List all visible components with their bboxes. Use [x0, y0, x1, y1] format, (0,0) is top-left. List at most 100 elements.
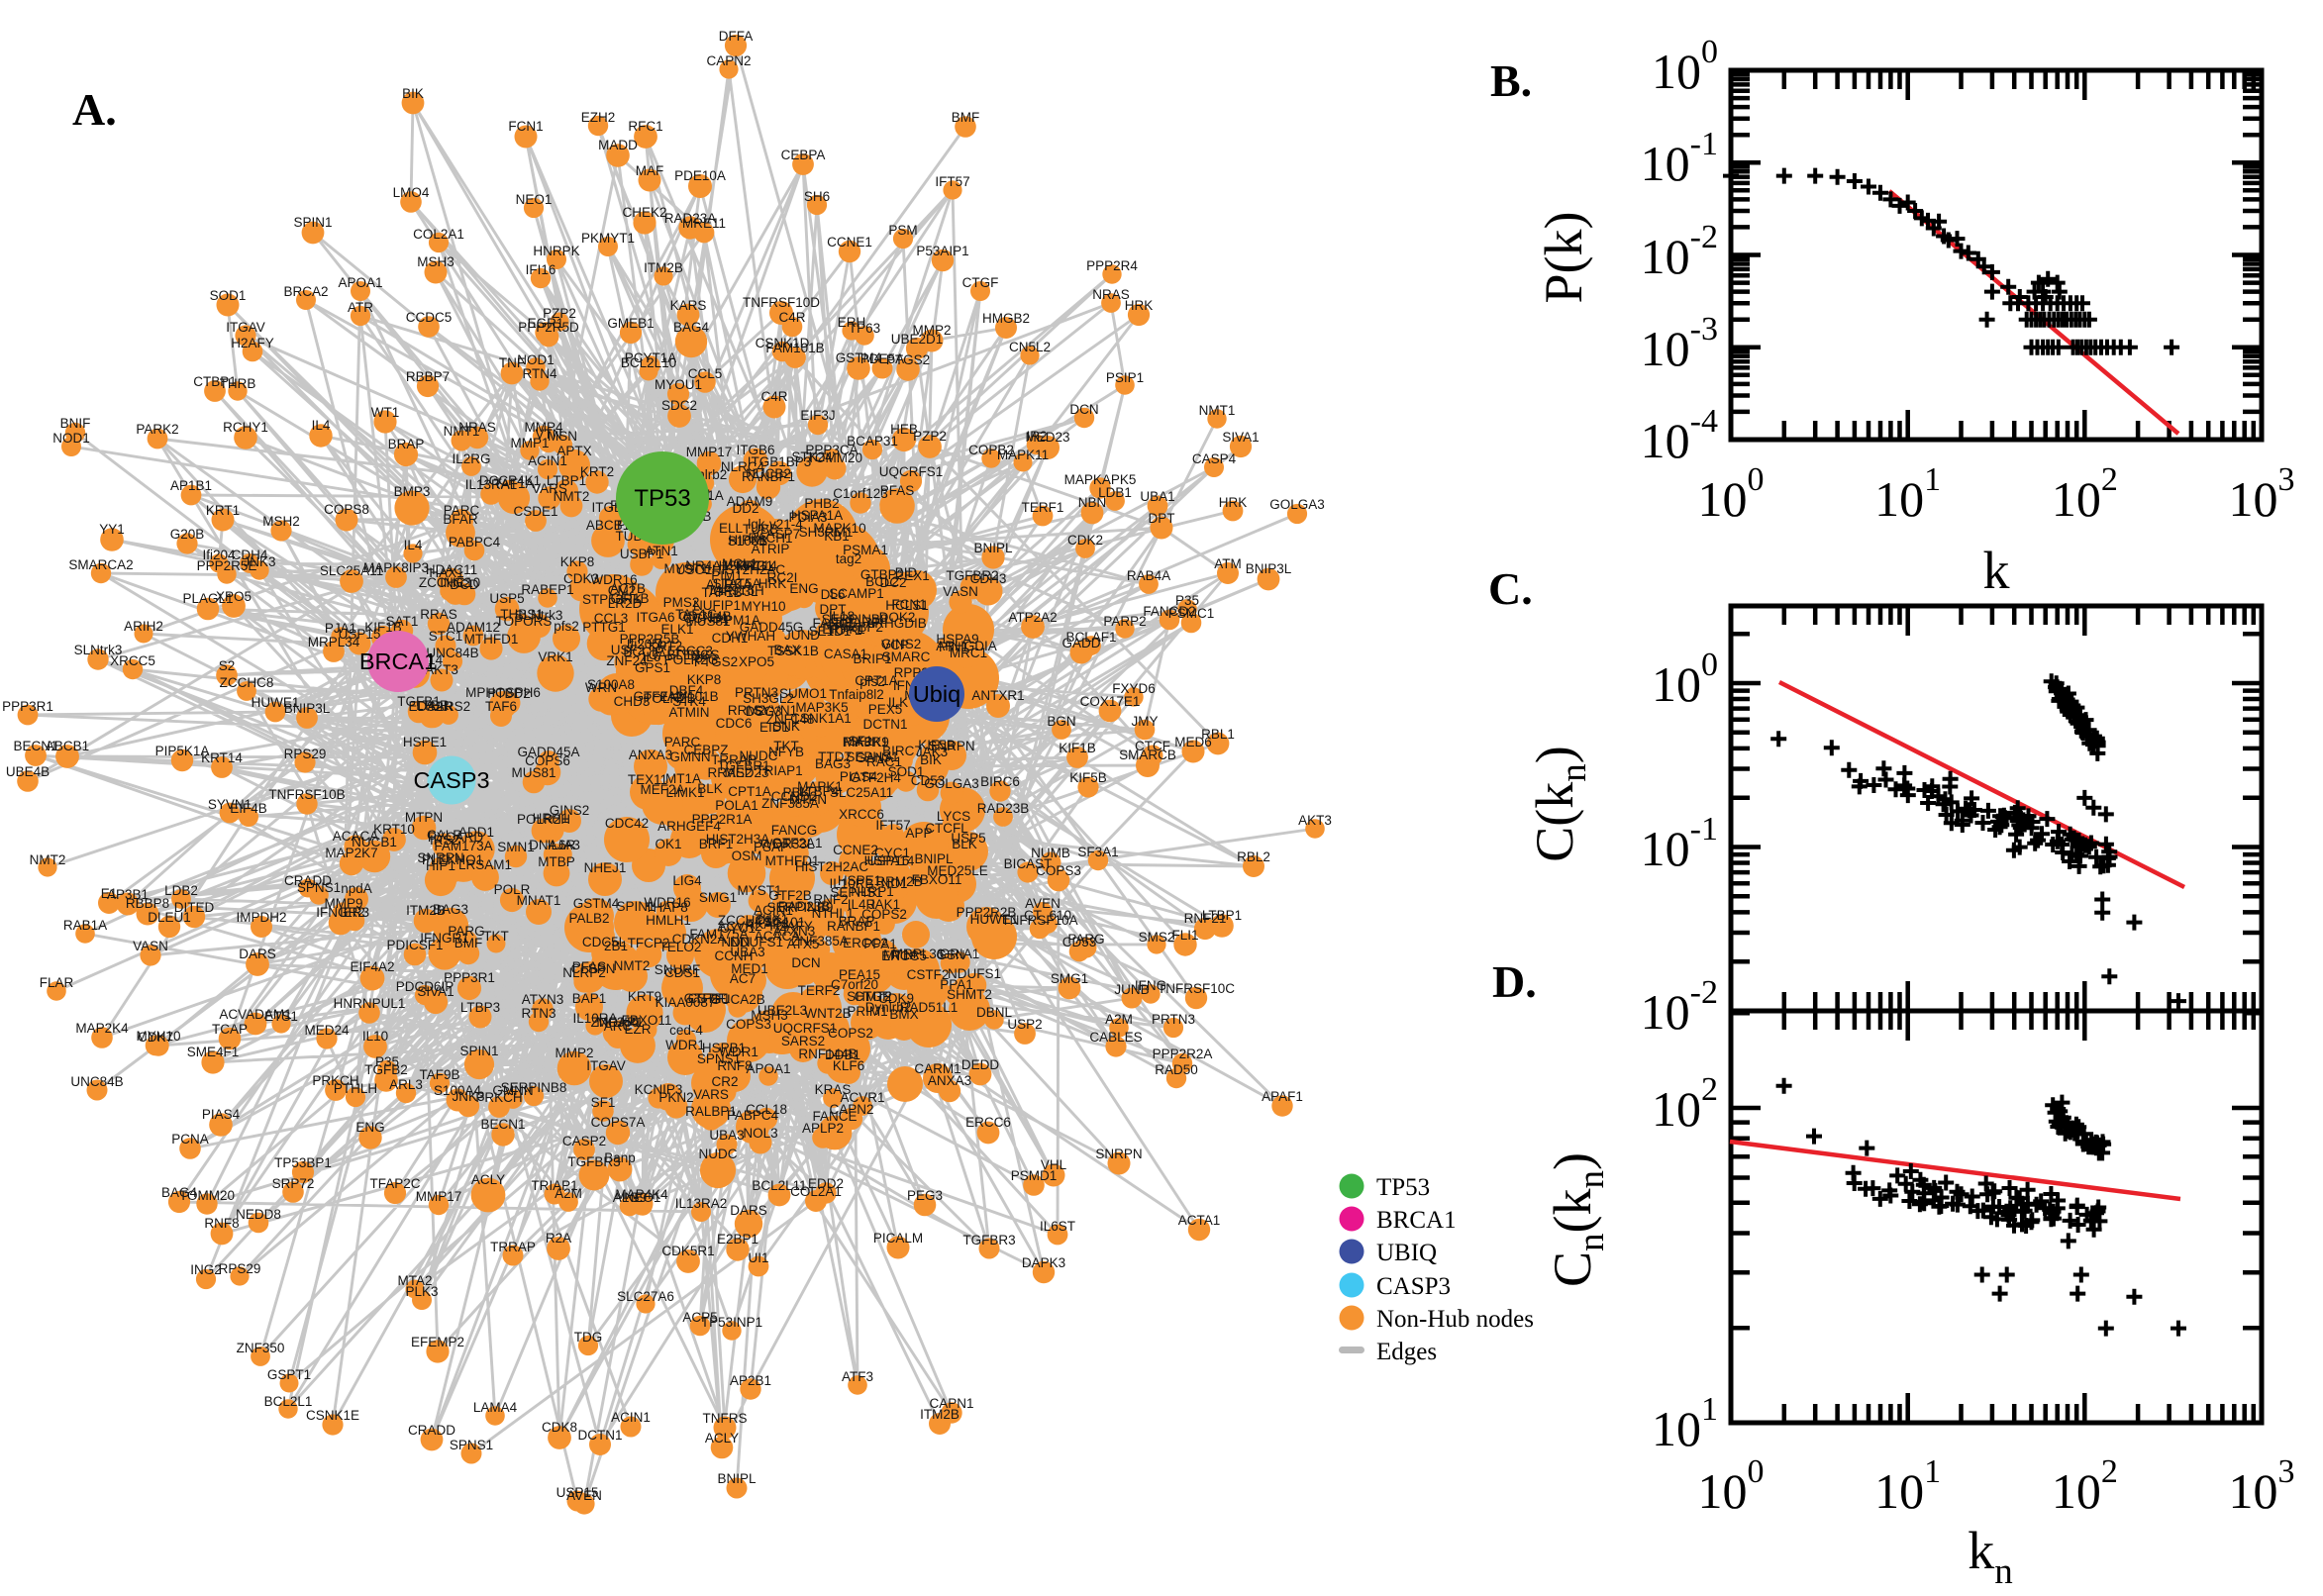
svg-text:CASP7: CASP7 [757, 527, 800, 542]
svg-text:ERCC5: ERCC5 [881, 948, 927, 963]
svg-text:SPIN1: SPIN1 [293, 215, 332, 230]
svg-text:TCAP: TCAP [212, 1022, 248, 1037]
svg-text:SLNtrk3: SLNtrk3 [74, 643, 123, 657]
svg-text:RTN4: RTN4 [522, 366, 557, 381]
svg-text:ZNF350: ZNF350 [237, 1341, 285, 1355]
svg-text:BLK: BLK [952, 837, 977, 851]
svg-text:G20B: G20B [170, 527, 205, 542]
svg-text:IL18: IL18 [829, 609, 855, 624]
svg-text:COPS6: COPS6 [525, 753, 570, 768]
svg-text:EZH2: EZH2 [581, 110, 616, 125]
svg-text:BICAST: BICAST [1004, 856, 1053, 871]
svg-text:NUCB2: NUCB2 [746, 466, 791, 481]
svg-text:MMP2: MMP2 [555, 1046, 593, 1060]
svg-text:FLAR: FLAR [40, 975, 74, 990]
svg-text:TGFBR1: TGFBR1 [717, 758, 769, 773]
svg-text:LAMA4: LAMA4 [473, 1400, 518, 1415]
svg-text:Non-Hub nodes: Non-Hub nodes [1376, 1306, 1534, 1333]
svg-text:MTBP: MTBP [538, 854, 575, 869]
svg-text:GTF2B: GTF2B [768, 888, 812, 903]
svg-text:RNF8: RNF8 [204, 1216, 239, 1231]
svg-text:GFI1B: GFI1B [610, 591, 649, 606]
svg-text:ORC3L: ORC3L [713, 584, 758, 599]
svg-text:BACH1: BACH1 [748, 531, 792, 546]
svg-text:OK1: OK1 [655, 837, 681, 851]
svg-text:MED23: MED23 [1025, 430, 1069, 445]
svg-text:VTN: VTN [536, 427, 562, 442]
svg-text:SEPHS1: SEPHS1 [830, 885, 882, 900]
svg-text:HUWE1: HUWE1 [970, 912, 1019, 927]
svg-text:FANCE: FANCE [812, 1109, 857, 1124]
svg-text:CDK2: CDK2 [1067, 533, 1103, 548]
svg-text:ANXA3: ANXA3 [928, 1073, 971, 1088]
svg-text:MNAT1: MNAT1 [517, 893, 561, 908]
svg-text:PLEKHO1: PLEKHO1 [422, 852, 483, 867]
svg-text:TAF6: TAF6 [485, 699, 517, 714]
svg-text:HNRPK: HNRPK [533, 244, 579, 258]
svg-text:BAG3: BAG3 [433, 902, 468, 917]
svg-text:MED23: MED23 [724, 765, 768, 780]
svg-text:SOD1: SOD1 [888, 764, 925, 779]
svg-text:CASP4: CASP4 [1192, 451, 1237, 466]
svg-text:SF1: SF1 [591, 1095, 616, 1110]
svg-text:VARS: VARS [532, 481, 567, 496]
svg-text:ABCB1: ABCB1 [586, 518, 630, 533]
svg-text:DPT: DPT [820, 602, 847, 617]
svg-text:COPS3: COPS3 [726, 1017, 771, 1032]
svg-text:BRCA1: BRCA1 [1376, 1207, 1457, 1234]
svg-text:COPS7A: COPS7A [591, 1115, 646, 1130]
svg-text:BCL2L1: BCL2L1 [264, 1394, 313, 1409]
svg-text:GUCA2B: GUCA2B [710, 992, 765, 1007]
svg-text:CCDC5: CCDC5 [406, 310, 453, 325]
svg-text:MRC1: MRC1 [736, 558, 773, 573]
svg-text:MAF: MAF [636, 163, 664, 178]
svg-text:MYH10: MYH10 [741, 599, 785, 614]
svg-text:DBF4: DBF4 [669, 683, 704, 698]
svg-text:RAD23B: RAD23B [778, 899, 831, 914]
svg-text:FAM101B: FAM101B [765, 341, 824, 355]
svg-text:PPP2R4: PPP2R4 [1086, 258, 1138, 273]
svg-text:MRE11: MRE11 [682, 216, 726, 231]
svg-text:BCL2: BCL2 [865, 574, 899, 589]
svg-text:DL6: DL6 [821, 587, 846, 602]
svg-text:PSIP1: PSIP1 [1106, 370, 1144, 385]
svg-text:RNF2: RNF2 [813, 892, 848, 907]
svg-text:THRB: THRB [220, 376, 256, 391]
svg-text:MMP2: MMP2 [912, 323, 951, 338]
svg-text:SUMO1: SUMO1 [779, 686, 827, 701]
svg-text:ACLY: ACLY [471, 1172, 505, 1187]
svg-text:TFCP2: TFCP2 [628, 936, 670, 950]
svg-text:TNFRSF10C: TNFRSF10C [1158, 981, 1235, 996]
svg-text:HRK: HRK [1125, 298, 1154, 313]
svg-text:ARIH2: ARIH2 [124, 619, 163, 634]
svg-text:AP2B1: AP2B1 [730, 1373, 771, 1388]
svg-text:IL10RA: IL10RA [572, 1011, 617, 1026]
svg-text:BNIP3L: BNIP3L [1246, 561, 1292, 576]
svg-text:GANA: GANA [856, 750, 893, 765]
svg-text:AVEN: AVEN [566, 1488, 602, 1503]
svg-text:DARS: DARS [730, 1203, 767, 1218]
svg-text:MSH2: MSH2 [262, 514, 300, 529]
svg-text:BIK: BIK [920, 752, 942, 767]
svg-text:PSMC1: PSMC1 [1168, 606, 1215, 621]
svg-text:DCN: DCN [1069, 402, 1098, 417]
svg-text:S100A8: S100A8 [587, 677, 635, 692]
svg-text:CHD3: CHD3 [614, 694, 651, 709]
svg-text:DDB1: DDB1 [825, 1047, 860, 1062]
svg-text:NLRP1: NLRP1 [851, 884, 894, 899]
svg-text:BRCA1: BRCA1 [359, 648, 437, 674]
svg-text:ADAM12: ADAM12 [447, 620, 500, 635]
svg-text:TUBB: TUBB [743, 522, 778, 537]
svg-text:TFAP2C: TFAP2C [369, 1176, 420, 1191]
svg-text:PRKCH: PRKCH [312, 1073, 358, 1088]
svg-text:TAF1B: TAF1B [701, 585, 742, 600]
svg-text:ING2: ING2 [440, 575, 471, 590]
svg-text:CARM1: CARM1 [914, 1061, 960, 1076]
svg-text:CDK3: CDK3 [563, 571, 599, 586]
svg-text:SMARCA2: SMARCA2 [68, 557, 133, 572]
svg-text:MAP3K5: MAP3K5 [795, 700, 848, 715]
svg-text:VCP: VCP [881, 638, 909, 652]
svg-text:MTHFD1: MTHFD1 [765, 853, 820, 868]
svg-text:PEX5: PEX5 [868, 702, 903, 717]
svg-text:PARP2: PARP2 [1103, 614, 1146, 629]
